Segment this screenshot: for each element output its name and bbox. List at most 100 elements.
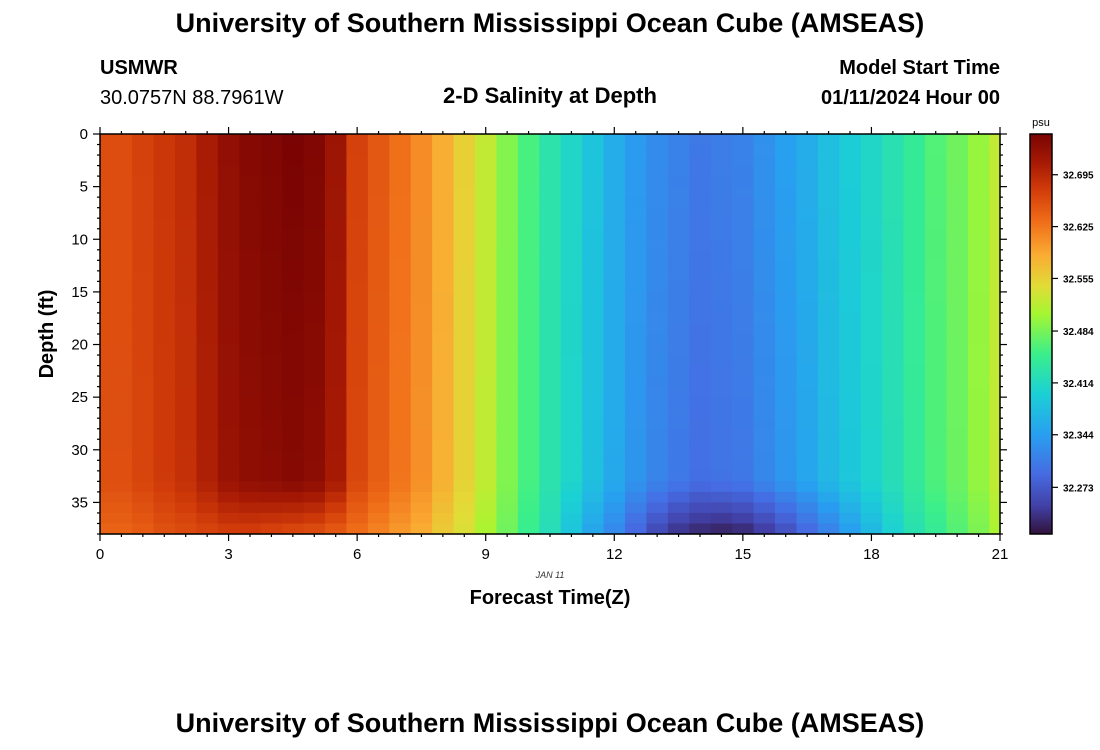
heatmap-cell — [432, 197, 455, 209]
heatmap-cell — [796, 344, 819, 356]
heatmap-cell — [239, 144, 262, 156]
heatmap-cell — [796, 334, 819, 346]
heatmap-cell — [346, 155, 369, 167]
heatmap-cell — [389, 270, 412, 282]
heatmap-cell — [667, 386, 690, 398]
heatmap-cell — [582, 207, 605, 219]
heatmap-cell — [389, 197, 412, 209]
heatmap-cell — [432, 218, 455, 230]
heatmap-cell — [110, 155, 133, 167]
heatmap-cell — [389, 428, 412, 440]
heatmap-cell — [689, 449, 712, 461]
heatmap-cell — [303, 134, 326, 146]
heatmap-cell — [132, 155, 155, 167]
heatmap-cell — [539, 155, 562, 167]
heatmap-cell — [732, 481, 755, 493]
heatmap-cell — [796, 260, 819, 272]
heatmap-cell — [903, 386, 926, 398]
heatmap-cell — [496, 291, 519, 304]
heatmap-cell — [175, 334, 198, 346]
heatmap-cell — [625, 344, 648, 356]
heatmap-cell — [110, 512, 133, 525]
heatmap-cell — [100, 323, 112, 335]
heatmap-cell — [560, 155, 583, 167]
heatmap-cell — [946, 512, 969, 525]
heatmap-cell — [646, 165, 669, 177]
heatmap-cell — [989, 323, 1001, 335]
heatmap-cell — [110, 460, 133, 472]
heatmap-cell — [410, 134, 433, 146]
heatmap-cell — [796, 418, 819, 430]
heatmap-cell — [560, 523, 583, 535]
heatmap-cell — [410, 207, 433, 219]
heatmap-cell — [753, 218, 776, 230]
heatmap-cell — [989, 312, 1001, 325]
heatmap-cell — [839, 176, 862, 188]
colorbar-tick-label: 32.344 — [1063, 431, 1094, 442]
heatmap-cell — [367, 165, 390, 177]
heatmap-cell — [732, 302, 755, 314]
heatmap-cell — [175, 439, 198, 451]
heatmap-cell — [196, 312, 219, 325]
heatmap-cell — [775, 155, 798, 167]
heatmap-cell — [946, 312, 969, 325]
heatmap-cell — [732, 439, 755, 451]
heatmap-cell — [710, 418, 733, 430]
heatmap-cell — [132, 239, 155, 251]
heatmap-cell — [560, 344, 583, 356]
heatmap-cell — [410, 281, 433, 293]
heatmap-cell — [732, 449, 755, 461]
heatmap-cell — [367, 207, 390, 219]
heatmap-cell — [860, 418, 883, 430]
heatmap-cell — [196, 523, 219, 535]
heatmap-cell — [882, 365, 905, 377]
heatmap-cell — [732, 155, 755, 167]
heatmap-cell — [775, 323, 798, 335]
heatmap-cell — [517, 323, 540, 335]
x-tick-label: 3 — [224, 546, 232, 563]
heatmap-cell — [100, 134, 112, 146]
heatmap-cell — [517, 344, 540, 356]
heatmap-cell — [689, 207, 712, 219]
heatmap-cell — [689, 334, 712, 346]
heatmap-cell — [646, 502, 669, 514]
heatmap-cell — [110, 386, 133, 398]
heatmap-cell — [839, 134, 862, 146]
heatmap-cell — [882, 312, 905, 325]
heatmap-cell — [496, 512, 519, 525]
heatmap-cell — [603, 365, 626, 377]
heatmap-cell — [475, 281, 498, 293]
heatmap-cell — [625, 512, 648, 525]
heatmap-cell — [625, 439, 648, 451]
heatmap-cell — [303, 512, 326, 525]
heatmap-cell — [582, 155, 605, 167]
heatmap-cell — [796, 218, 819, 230]
heatmap-cell — [732, 428, 755, 440]
heatmap-cell — [903, 418, 926, 430]
heatmap-cell — [175, 428, 198, 440]
heatmap-cell — [667, 481, 690, 493]
heatmap-cell — [196, 376, 219, 388]
heatmap-cell — [346, 365, 369, 377]
heatmap-cell — [689, 355, 712, 367]
heatmap-cell — [346, 491, 369, 504]
heatmap-cell — [346, 439, 369, 451]
heatmap-cell — [475, 523, 498, 535]
heatmap-cell — [496, 449, 519, 461]
heatmap-cell — [110, 418, 133, 430]
heatmap-cell — [667, 397, 690, 409]
heatmap-cell — [325, 218, 348, 230]
heatmap-cell — [925, 449, 948, 461]
heatmap-cell — [796, 502, 819, 514]
heatmap-cell — [100, 355, 112, 367]
heatmap-cell — [282, 270, 305, 282]
heatmap-cell — [732, 186, 755, 198]
heatmap-cell — [196, 144, 219, 156]
heatmap-cell — [153, 344, 176, 356]
heatmap-cell — [367, 312, 390, 325]
heatmap-cell — [239, 470, 262, 482]
heatmap-cell — [925, 460, 948, 472]
heatmap-cell — [175, 386, 198, 398]
heatmap-cell — [175, 134, 198, 146]
heatmap-cell — [346, 281, 369, 293]
